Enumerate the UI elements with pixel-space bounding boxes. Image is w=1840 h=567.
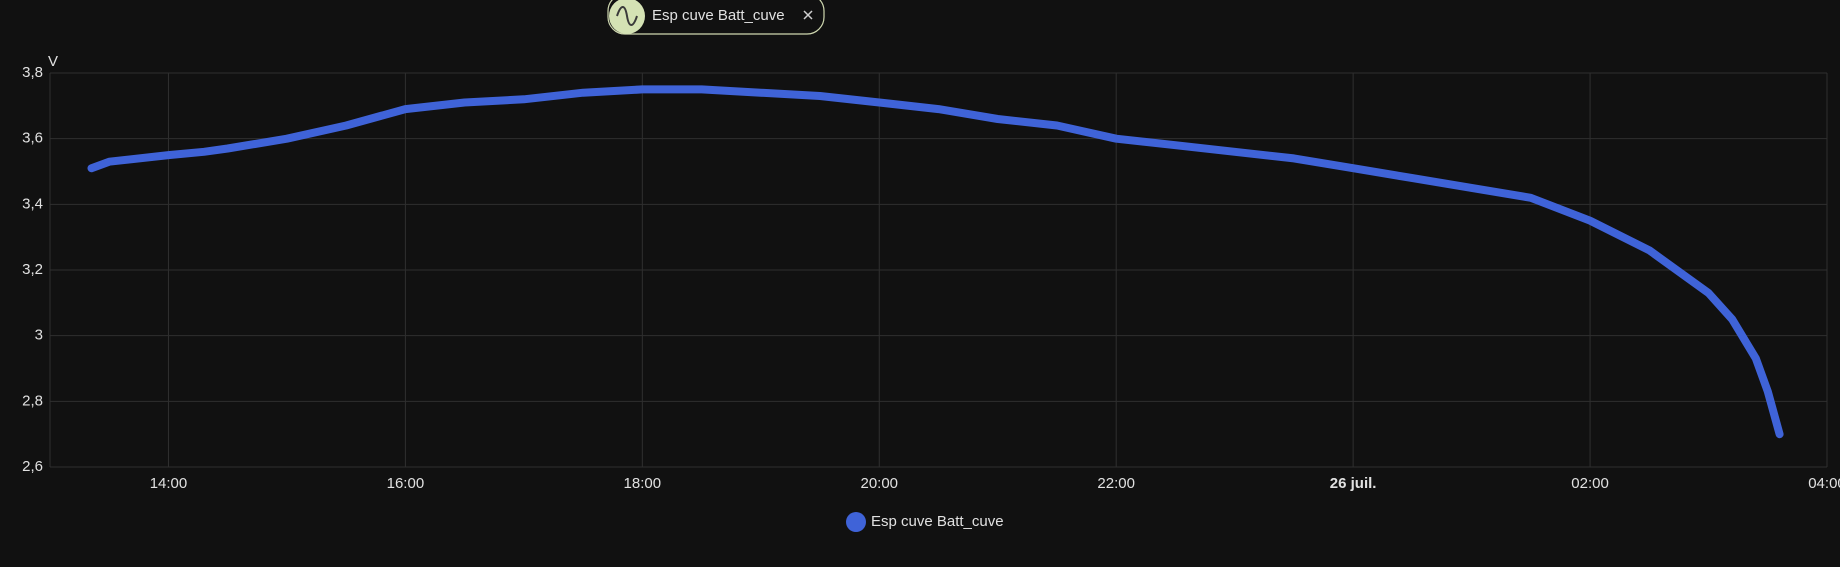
y-tick-label: 3 — [35, 327, 43, 344]
filter-chip[interactable]: Esp cuve Batt_cuve — [607, 0, 825, 35]
legend-label: Esp cuve Batt_cuve — [871, 513, 1004, 530]
series-line — [87, 85, 1784, 439]
y-tick-label: 3,6 — [22, 130, 43, 147]
x-tick-label: 18:00 — [624, 475, 662, 492]
y-tick-label: 3,2 — [22, 261, 43, 278]
x-tick-label: 26 juil. — [1330, 475, 1377, 492]
legend-swatch — [846, 512, 866, 532]
y-tick-label: 2,8 — [22, 392, 43, 409]
x-tick-label: 22:00 — [1097, 475, 1135, 492]
x-tick-label: 14:00 — [150, 475, 188, 492]
y-tick-label: 3,4 — [22, 195, 43, 212]
chip-icon-wave — [616, 6, 638, 26]
y-tick-label: 3,8 — [22, 64, 43, 81]
legend-item[interactable]: Esp cuve Batt_cuve — [846, 512, 1004, 532]
chip-frame[interactable] — [607, 0, 825, 35]
chip-close[interactable] — [803, 10, 813, 20]
y-axis-label: V — [48, 53, 58, 70]
x-tick-label: 16:00 — [387, 475, 425, 492]
x-tick-label: 20:00 — [860, 475, 898, 492]
y-tick-label: 2,6 — [22, 458, 43, 475]
x-tick-label: 02:00 — [1571, 475, 1609, 492]
chip-label: Esp cuve Batt_cuve — [652, 7, 785, 24]
x-tick-label: 04:00 — [1808, 475, 1840, 492]
